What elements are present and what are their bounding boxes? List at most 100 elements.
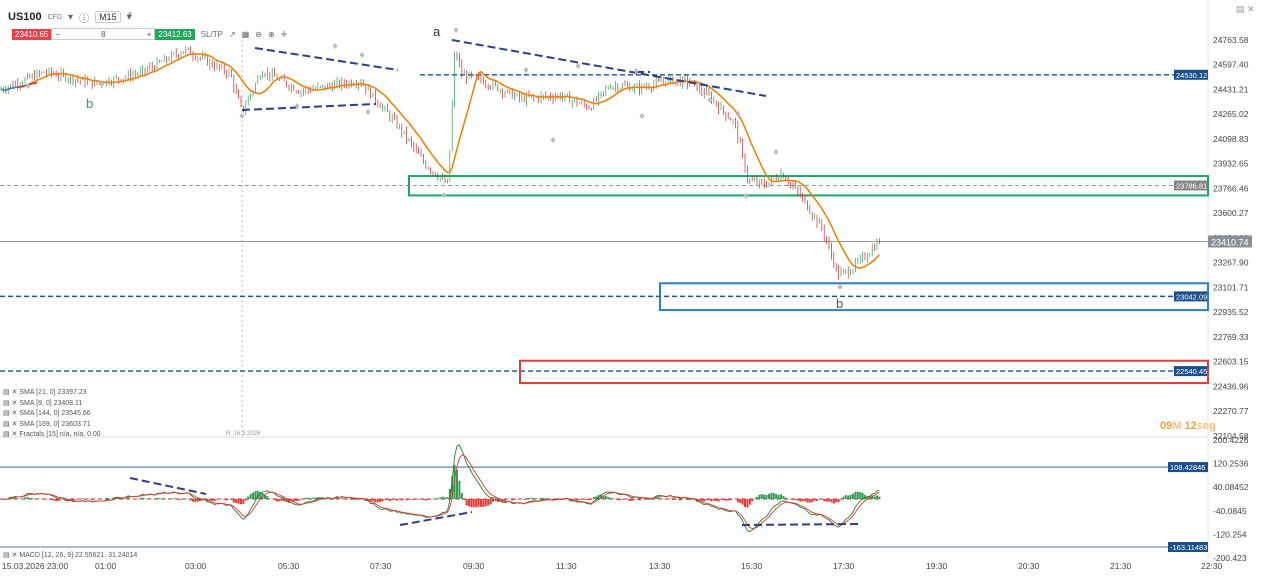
fractal-marker <box>127 11 133 17</box>
time-axis-tick: 03:00 <box>185 561 207 571</box>
price-axis-tick: 24763.58 <box>1213 35 1249 45</box>
fractal-marker <box>743 193 749 199</box>
decrease-icon[interactable]: − <box>55 29 61 39</box>
wave-label-a: a <box>433 24 441 39</box>
time-axis-tick: 21:30 <box>1110 561 1132 571</box>
macd-axis-tick: -200.423 <box>1213 553 1247 563</box>
time-axis-tick: 01:00 <box>95 561 117 571</box>
demand-zone-green <box>408 175 1209 197</box>
time-axis-tick: 15.03.2026 23:00 <box>2 561 68 571</box>
price-axis-tick: 22769.33 <box>1213 332 1249 342</box>
legend-sma144[interactable]: ▤ ✕ SMA [144, 0] 23545.66 <box>3 410 91 417</box>
wave-label-b-left: b <box>86 96 94 111</box>
demand-zone-blue <box>659 282 1209 312</box>
wave-label-b-bottom: b <box>836 296 844 311</box>
time-axis-tick: 09:30 <box>463 561 485 571</box>
trendline <box>241 103 377 111</box>
lots-value[interactable]: 8 <box>101 29 106 39</box>
price-axis-tick: 22603.15 <box>1213 357 1249 367</box>
macd-legend[interactable]: ▤ ✕ MACD [12, 26, 9] 22.55621, 31.24014 <box>3 552 138 559</box>
time-axis-tick: 17:30 <box>833 561 855 571</box>
price-axis-tick: 22935.52 <box>1213 307 1249 317</box>
level-tag-box <box>1174 69 1208 80</box>
demand-zone-red <box>519 359 1209 385</box>
sell-button[interactable]: 23410.65 <box>12 28 52 40</box>
price-axis-tick: 23766.46 <box>1213 183 1249 193</box>
fractal-marker <box>633 68 639 74</box>
macd-axis-tick: -40.0845 <box>1213 506 1247 516</box>
fractal-marker <box>523 67 529 73</box>
fractal-marker <box>332 43 338 49</box>
chart-toolbar: US100 CFD ▾ ⓘ M15 ▾ <box>8 9 132 25</box>
macd-level-tag: -163.11483 <box>1170 543 1207 552</box>
price-axis-tick: 22270.77 <box>1213 406 1249 416</box>
current-price-tag: 23410.74 <box>1211 237 1249 247</box>
fractal-marker <box>735 111 741 117</box>
price-axis-tick: 22104.58 <box>1213 431 1249 441</box>
trendline <box>451 39 767 97</box>
level-tag-label: 23786.81 <box>1176 181 1207 190</box>
price-axis-tick: 23267.90 <box>1213 258 1249 268</box>
price-axis-tick: 24431.21 <box>1213 84 1249 94</box>
level-tag-box <box>1174 366 1208 377</box>
fractal-marker <box>99 81 105 87</box>
indicator-legend: ▤ ✕ SMA [21, 0] 23397.23 ▤ ✕ SMA [9, 0] … <box>3 388 101 441</box>
sma9-line <box>0 88 6 91</box>
macd-axis-tick: -120.254 <box>1213 529 1247 539</box>
fractal-marker <box>294 103 300 109</box>
fractal-marker <box>359 52 365 58</box>
fractal-marker <box>837 284 843 290</box>
fractal-marker <box>365 109 371 115</box>
price-axis-tick: 22436.96 <box>1213 381 1249 391</box>
level-tag-label: 24530.12 <box>1176 71 1207 80</box>
macd-signal-line <box>0 454 880 530</box>
symbol-label[interactable]: US100 <box>8 11 42 23</box>
price-axis-tick: 24265.02 <box>1213 109 1249 119</box>
lots-stepper[interactable]: − 8 + <box>51 28 156 40</box>
time-axis-tick: 13:30 <box>649 561 671 571</box>
sltp-button[interactable]: SL/TP <box>200 29 223 39</box>
crosshair-icon[interactable]: ✛ <box>280 29 288 39</box>
macd-trendline <box>129 477 207 495</box>
zoom-out-icon[interactable]: ⊖ <box>255 29 262 39</box>
fractal-marker <box>25 83 31 89</box>
zoom-in-icon[interactable]: ⊕ <box>267 29 275 39</box>
sma169-line <box>0 81 38 91</box>
legend-fractals[interactable]: ▤ ✕ Fractals [15] n/a, n/a, 0.00 <box>3 431 101 438</box>
time-axis-tick: 05:30 <box>278 561 300 571</box>
symbol-dropdown-icon[interactable]: ▾ <box>68 11 74 23</box>
timeframe-dropdown-icon[interactable]: ▾ <box>126 11 132 23</box>
fractal-marker <box>773 149 779 155</box>
macd-trendline <box>741 523 861 526</box>
macd-axis-tick: 120.2536 <box>1213 459 1249 469</box>
symbol-type: CFD <box>47 13 63 21</box>
fractal-marker <box>575 63 581 69</box>
level-tag-label: 23042.09 <box>1176 292 1207 301</box>
increase-icon[interactable]: + <box>146 29 152 39</box>
time-axis-tick: 15:30 <box>741 561 763 571</box>
buy-button[interactable]: 23412.63 <box>155 28 195 40</box>
time-axis-tick: 07:30 <box>370 561 392 571</box>
window-controls-icon[interactable]: ▤ ✕ <box>1236 4 1255 14</box>
fractal-marker <box>707 97 713 103</box>
time-axis-tick: 22:30 <box>1201 561 1223 571</box>
timeframe-select[interactable]: M15 <box>95 11 121 23</box>
candle-timer: 09M 12seg <box>1160 420 1216 432</box>
current-price-tag-box <box>1208 235 1252 248</box>
trendline <box>254 47 399 71</box>
macd-level-tag: 108.42846 <box>1170 463 1205 472</box>
level-tag-box <box>1174 291 1208 302</box>
legend-sma21[interactable]: ▤ ✕ SMA [21, 0] 23397.23 <box>3 389 87 396</box>
fractal-marker <box>453 27 459 33</box>
legend-sma9[interactable]: ▤ ✕ SMA [9, 0] 23408.11 <box>3 399 83 407</box>
time-axis-tick: 20:30 <box>1018 561 1040 571</box>
line-tool-icon[interactable]: ↗ <box>228 29 236 39</box>
legend-sma169[interactable]: ▤ ✕ SMA [169, 0] 23603.71 <box>3 420 91 428</box>
macd-level-tag-box <box>1168 542 1208 553</box>
indicators-icon[interactable]: ▦ <box>241 29 250 39</box>
price-axis-tick: 24098.83 <box>1213 134 1249 144</box>
macd-axis-tick: 40.08452 <box>1213 482 1249 492</box>
price-axis-tick: 23600.27 <box>1213 208 1249 218</box>
info-icon[interactable]: ⓘ <box>79 13 90 25</box>
